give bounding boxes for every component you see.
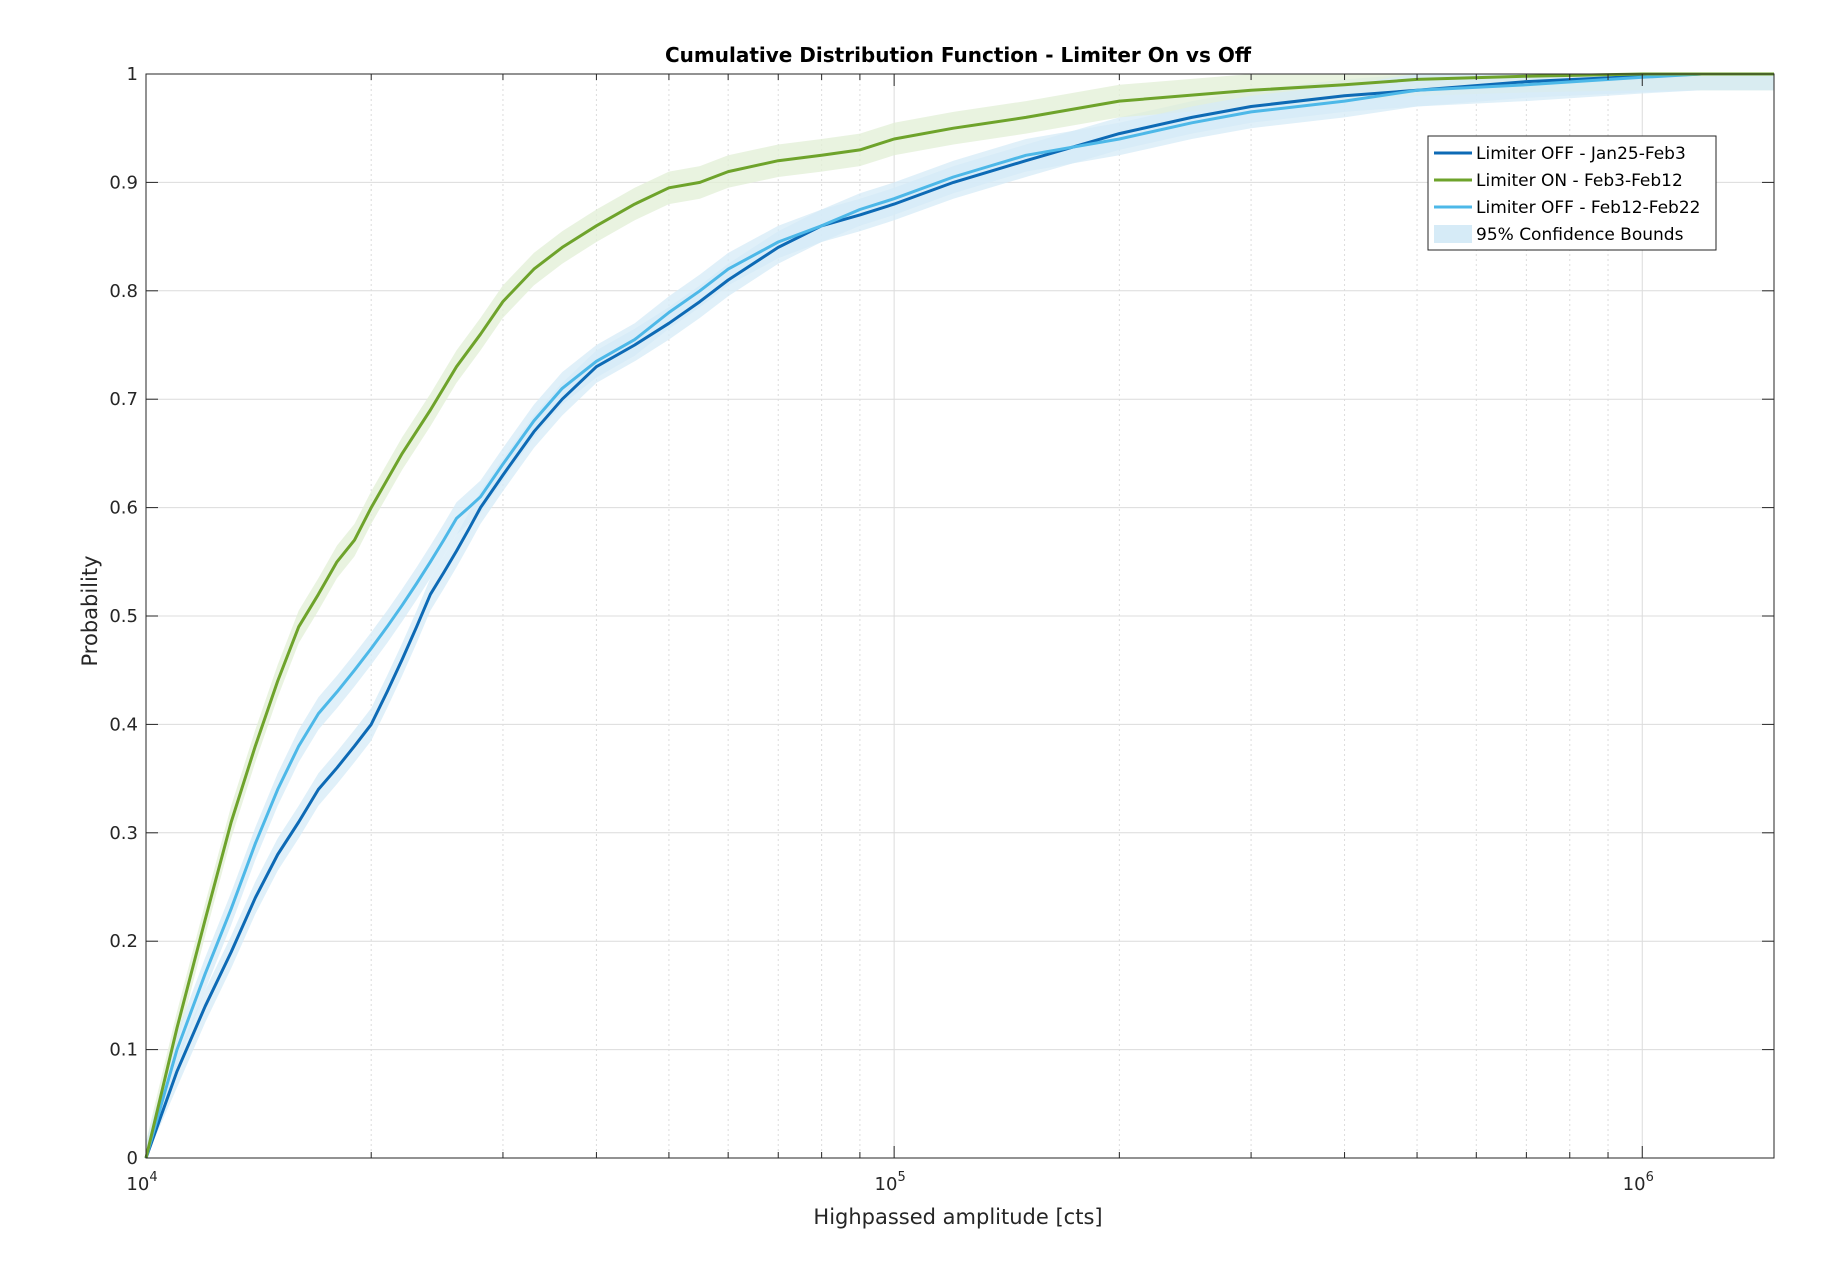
series-line-1 — [144, 72, 1774, 1159]
x-tick-label: 104 — [126, 1170, 157, 1195]
legend: Limiter OFF - Jan25-Feb3 Limiter ON - Feb… — [1427, 135, 1717, 251]
legend-entry-label: Limiter OFF - Jan25-Feb3 — [1476, 144, 1686, 164]
series-line-3 — [144, 72, 1774, 1159]
x-axis-label: Highpassed amplitude [cts] — [813, 1205, 1102, 1229]
x-tick-exponent: 4 — [149, 1170, 157, 1185]
x-tick-base: 10 — [875, 1174, 898, 1195]
y-tick-label: 0.9 — [109, 172, 138, 193]
y-tick-label: 0.5 — [109, 606, 138, 627]
legend-box — [1427, 135, 1717, 251]
y-tick-label: 0.2 — [109, 931, 138, 952]
x-tick-exponent: 5 — [897, 1170, 905, 1185]
series-line-2 — [144, 72, 1774, 1159]
y-tick-label: 1 — [127, 64, 138, 85]
x-tick-exponent: 6 — [1646, 1170, 1654, 1185]
y-axis-label: Probability — [78, 555, 102, 666]
chart-title: Cumulative Distribution Function - Limit… — [665, 43, 1252, 67]
y-tick-label: 0.1 — [109, 1040, 138, 1061]
y-tick-label: 0.4 — [109, 714, 138, 735]
y-tick-label: 0.7 — [109, 389, 138, 410]
y-tick-label: 0.8 — [109, 281, 138, 302]
y-tick-label: 0 — [127, 1148, 138, 1169]
y-tick-label: 0.3 — [109, 823, 138, 844]
legend-entry-label: Limiter OFF - Feb12-Feb22 — [1476, 198, 1700, 218]
x-tick-base: 10 — [1623, 1174, 1646, 1195]
y-tick-label: 0.6 — [109, 498, 138, 519]
legend-swatch-band — [1434, 225, 1472, 243]
x-tick-label: 106 — [1623, 1170, 1654, 1195]
axis-ticks — [145, 73, 1774, 1159]
series-lines — [144, 72, 1774, 1159]
legend-entry-label: Limiter ON - Feb3-Feb12 — [1476, 171, 1683, 191]
x-tick-label: 105 — [875, 1170, 906, 1195]
x-tick-base: 10 — [126, 1174, 149, 1195]
legend-entry-label: 95% Confidence Bounds — [1476, 225, 1684, 245]
